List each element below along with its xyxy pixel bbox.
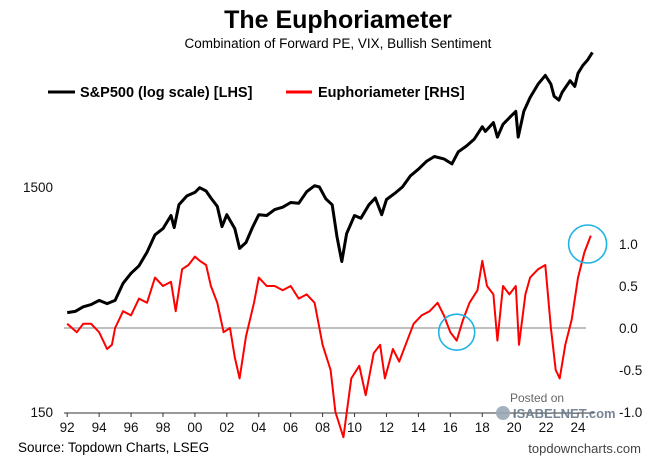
x-tick-label-98: 98 — [155, 420, 170, 435]
x-tick-label-96: 96 — [124, 420, 139, 435]
x-tick-label-94: 94 — [92, 420, 108, 435]
x-tick-label-24: 24 — [571, 420, 587, 435]
annotation-circle-2016 — [437, 313, 476, 352]
x-tick-label-08: 08 — [315, 420, 330, 435]
annotation-circle-2024 — [567, 224, 608, 264]
x-tick-label-00: 00 — [187, 420, 202, 435]
left-axis-tick-1500: 1500 — [23, 180, 53, 195]
x-axis-ticks: 92 94 96 98 00 02 04 06 08 10 12 14 16 18 20 22 24 — [60, 413, 586, 435]
watermark-posted-on: Posted on — [510, 391, 564, 405]
isabelnet-watermark: Posted on ISABELNET.com — [496, 391, 616, 421]
legend-label-euphoriameter: Euphoriameter [RHS] — [318, 85, 465, 101]
legend-label-sp500: S&P500 (log scale) [LHS] — [80, 85, 253, 101]
x-tick-label-20: 20 — [507, 420, 522, 435]
x-tick-label-14: 14 — [411, 420, 427, 435]
legend: S&P500 (log scale) [LHS] Euphoriameter [… — [48, 85, 465, 101]
watermark-globe-icon — [496, 406, 510, 420]
x-tick-label-02: 02 — [219, 420, 234, 435]
right-axis-tick-minus-1.0: -1.0 — [619, 405, 642, 420]
chart-title: The Euphoriameter — [224, 6, 452, 34]
right-axis-tick-0.0: 0.0 — [619, 321, 638, 336]
right-axis-tick-0.5: 0.5 — [619, 279, 638, 294]
right-axis-tick-minus-0.5: -0.5 — [619, 363, 642, 378]
left-axis-tick-150: 150 — [30, 405, 53, 420]
euphoriameter-series-line — [66, 235, 592, 439]
x-tick-label-22: 22 — [539, 420, 554, 435]
x-tick-label-16: 16 — [443, 420, 458, 435]
source-note: Source: Topdown Charts, LSEG — [18, 440, 209, 455]
sp500-series-line — [66, 51, 594, 315]
x-tick-label-10: 10 — [347, 420, 362, 435]
x-tick-label-06: 06 — [283, 420, 298, 435]
x-tick-label-92: 92 — [60, 420, 75, 435]
x-tick-label-04: 04 — [251, 420, 267, 435]
x-tick-label-12: 12 — [379, 420, 394, 435]
right-axis-tick-1.0: 1.0 — [619, 237, 638, 252]
brand-footer: topdowncharts.com — [528, 441, 641, 456]
chart-subtitle: Combination of Forward PE, VIX, Bullish … — [185, 36, 492, 51]
x-tick-label-18: 18 — [475, 420, 490, 435]
watermark-site: ISABELNET.com — [513, 406, 616, 421]
